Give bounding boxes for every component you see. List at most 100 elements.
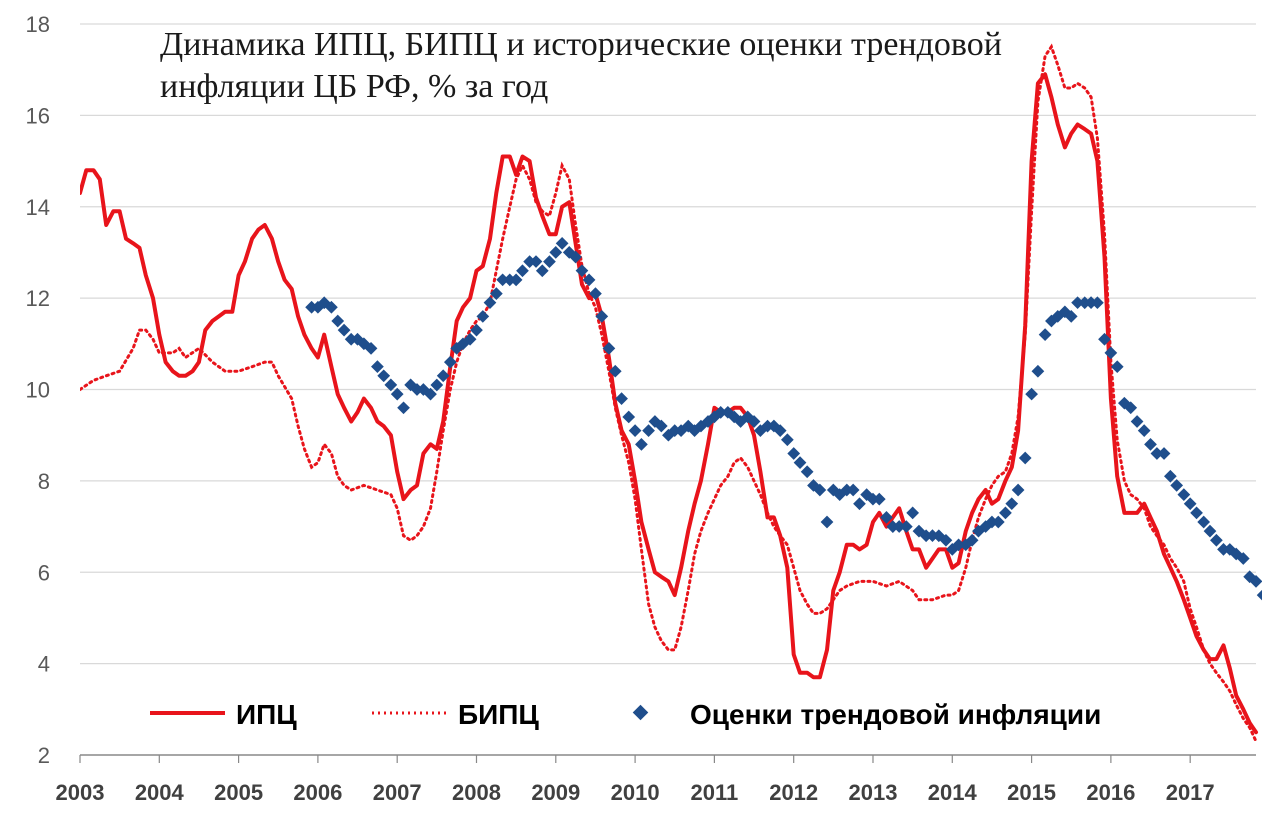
- legend-label-cpi: ИПЦ: [236, 699, 297, 730]
- y-tick-label: 18: [26, 12, 50, 37]
- trend-point: [880, 511, 893, 524]
- x-tick-label: 2014: [928, 780, 978, 805]
- plot-area: [80, 43, 1262, 743]
- x-tick-label: 2003: [56, 780, 105, 805]
- x-tick-label: 2012: [769, 780, 818, 805]
- trend-point: [1256, 588, 1262, 602]
- trend-point: [575, 264, 589, 278]
- trend-point: [793, 456, 807, 469]
- x-tick-label: 2009: [531, 780, 580, 805]
- trend-point: [390, 387, 404, 401]
- trend-point: [635, 437, 648, 451]
- legend-label-trend: Оценки трендовой инфляции: [690, 699, 1101, 730]
- trend-point: [1038, 328, 1052, 342]
- trend-point: [1177, 488, 1191, 501]
- y-tick-label: 10: [26, 378, 50, 403]
- trend-point: [496, 273, 510, 287]
- x-tick-label: 2005: [214, 780, 263, 805]
- trend-point: [582, 273, 596, 287]
- trend-point: [424, 387, 437, 401]
- trend-point: [337, 323, 351, 337]
- legend: ИПЦ БИПЦ Оценки трендовой инфляции: [150, 699, 1101, 730]
- legend-swatch-trend: [632, 704, 649, 721]
- x-tick-label: 2013: [849, 780, 898, 805]
- trend-point: [892, 520, 906, 533]
- trend-point: [813, 483, 827, 497]
- trend-point: [1005, 497, 1019, 511]
- trend-point: [1150, 447, 1164, 460]
- trend-point: [1124, 401, 1138, 415]
- y-tick-label: 8: [38, 469, 50, 494]
- trend-point: [1137, 424, 1151, 437]
- trend-point: [549, 246, 563, 259]
- trend-point: [999, 506, 1012, 520]
- y-tick-label: 4: [38, 652, 50, 677]
- trend-point: [1249, 575, 1262, 588]
- trend-point: [364, 342, 378, 355]
- x-tick-label: 2007: [373, 780, 422, 805]
- trend-point: [371, 360, 384, 374]
- trend-point: [377, 369, 391, 383]
- trend-point: [820, 515, 834, 529]
- trend-point: [1157, 447, 1171, 460]
- trend-point: [463, 332, 477, 346]
- x-tick-label: 2015: [1007, 780, 1056, 805]
- series-line-core: [80, 43, 1258, 743]
- trend-point: [1210, 533, 1223, 547]
- trend-point: [654, 419, 668, 433]
- y-tick-label: 2: [38, 743, 50, 768]
- trend-point: [1011, 483, 1025, 497]
- y-tick-label: 6: [38, 560, 50, 585]
- trend-point: [1018, 451, 1032, 465]
- trend-point: [543, 255, 556, 268]
- trend-point: [436, 369, 450, 383]
- trend-point: [529, 255, 543, 268]
- x-tick-label: 2011: [691, 780, 739, 805]
- chart-title-line-2: инфляции ЦБ РФ, % за год: [160, 68, 548, 105]
- trend-point: [952, 538, 965, 552]
- x-tick-label: 2016: [1086, 780, 1135, 805]
- trend-point: [535, 264, 549, 278]
- trend-point: [747, 415, 761, 428]
- y-tick-label: 12: [26, 286, 50, 311]
- trend-point: [555, 236, 569, 250]
- trend-point: [1104, 346, 1118, 360]
- x-axis: 2003 2004 2005 2006 2007 2008 2009 2010 2011 2012…: [56, 754, 1256, 805]
- x-tick-label: 2010: [611, 780, 660, 805]
- trend-point: [780, 433, 794, 447]
- trend-point: [1031, 364, 1045, 378]
- chart-title-line-1: Динамика ИПЦ, БИПЦ и исторические оценки…: [160, 26, 1002, 63]
- x-tick-label: 2004: [135, 780, 185, 805]
- x-tick-label: 2017: [1166, 780, 1215, 805]
- trend-point: [899, 520, 913, 533]
- trend-point: [476, 310, 490, 323]
- trend-point: [906, 506, 920, 520]
- grid-layer: [80, 23, 1256, 665]
- trend-point: [509, 273, 523, 287]
- trend-point: [787, 447, 801, 460]
- trend-point: [397, 401, 410, 415]
- trend-point: [714, 405, 728, 419]
- trend-point: [628, 424, 642, 437]
- trend-point: [872, 492, 886, 506]
- trend-point: [939, 533, 953, 547]
- trend-point: [622, 410, 636, 424]
- trend-point: [516, 264, 529, 278]
- trend-point: [331, 314, 345, 328]
- series-layer: [80, 43, 1262, 743]
- trend-point: [1190, 506, 1203, 520]
- x-tick-label: 2006: [293, 780, 342, 805]
- y-tick-label: 16: [26, 103, 50, 128]
- trend-point: [1183, 497, 1197, 511]
- x-tick-label: 2008: [452, 780, 501, 805]
- trend-point: [800, 465, 814, 479]
- trend-point: [483, 296, 497, 310]
- trend-point: [991, 515, 1005, 529]
- trend-point: [608, 364, 622, 378]
- trend-point: [430, 378, 444, 392]
- y-axis: 2 4 6 8 10 12 14 16 18: [26, 12, 50, 768]
- trend-point: [1203, 524, 1217, 538]
- y-tick-label: 14: [26, 195, 50, 220]
- trend-point: [325, 300, 338, 314]
